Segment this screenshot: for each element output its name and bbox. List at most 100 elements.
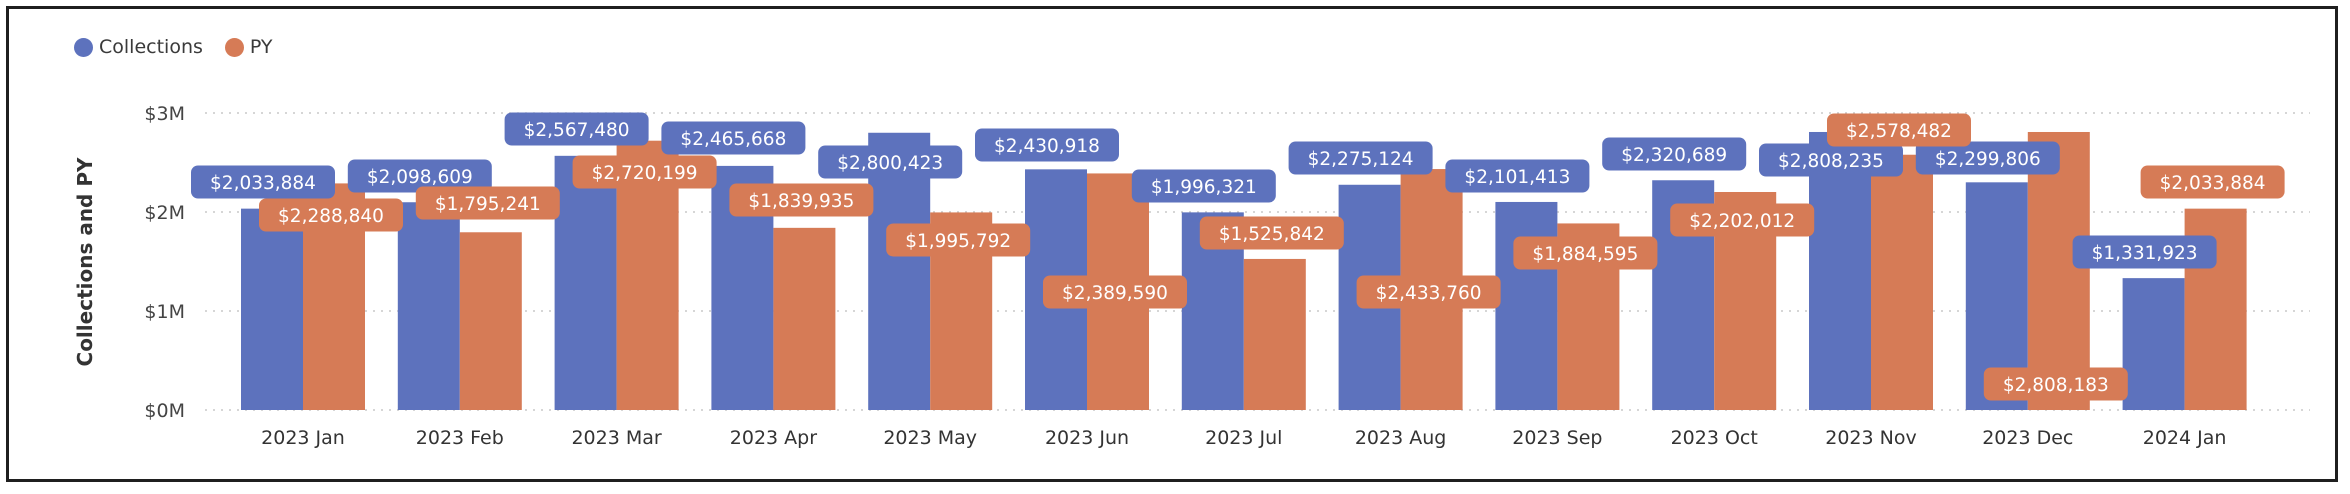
x-axis: 2023 Jan 2023 Feb 2023 Mar 2023 Apr 2023 May… bbox=[261, 427, 2226, 449]
data-label-py-text: $1,525,842 bbox=[1219, 224, 1325, 245]
y-tick-label: $2M bbox=[144, 202, 185, 224]
x-tick-label: 2024 Jan bbox=[2143, 427, 2227, 449]
data-label-py: $2,288,840 bbox=[259, 198, 403, 232]
x-tick-label: 2023 Oct bbox=[1671, 427, 1758, 449]
data-label-py: $1,839,935 bbox=[729, 183, 874, 217]
data-label-collections: $2,033,884 bbox=[191, 165, 335, 199]
data-label-py-text: $2,033,884 bbox=[2160, 173, 2266, 194]
bar-collections[interactable] bbox=[554, 155, 617, 410]
data-label-collections: $2,465,668 bbox=[661, 121, 806, 155]
data-label-collections: $2,800,423 bbox=[818, 145, 963, 179]
data-label-py-text: $1,884,595 bbox=[1532, 244, 1638, 265]
legend-item-py[interactable]: PY bbox=[224, 36, 273, 58]
data-labels: $2,033,884 $2,098,609 $2,567,480 $2,465,668… bbox=[191, 112, 2285, 401]
legend-item-collections[interactable]: Collections bbox=[74, 36, 203, 58]
y-axis-title: Collections and PY bbox=[73, 157, 97, 366]
data-label-py-text: $1,839,935 bbox=[748, 191, 854, 212]
data-label-py: $2,720,199 bbox=[572, 155, 717, 189]
x-tick-label: 2023 Jul bbox=[1205, 427, 1282, 449]
data-label-py-box bbox=[1199, 216, 1344, 250]
data-label-collections: $1,996,321 bbox=[1131, 169, 1276, 203]
bar-collections[interactable] bbox=[868, 132, 931, 410]
data-label-py: $2,578,482 bbox=[1827, 113, 1971, 147]
data-label-collections-text: $2,299,806 bbox=[1935, 149, 2041, 170]
data-label-collections-text: $1,996,321 bbox=[1151, 177, 1257, 198]
bar-py[interactable] bbox=[773, 227, 836, 410]
data-label-py-text: $2,578,482 bbox=[1846, 121, 1952, 142]
data-label-collections-text: $2,808,235 bbox=[1778, 151, 1884, 172]
x-tick-label: 2023 Aug bbox=[1355, 427, 1447, 449]
x-tick-label: 2023 Jun bbox=[1045, 427, 1129, 449]
data-label-collections-text: $2,275,124 bbox=[1308, 149, 1414, 170]
data-label-py-text: $2,808,183 bbox=[2003, 375, 2109, 396]
data-label-collections-box bbox=[1915, 141, 2060, 175]
bar-collections[interactable] bbox=[397, 202, 460, 410]
data-label-py-text: $2,389,590 bbox=[1062, 283, 1168, 304]
x-tick-label: 2023 Jan bbox=[261, 427, 345, 449]
data-label-py: $1,884,595 bbox=[1513, 236, 1658, 270]
data-label-collections-box bbox=[1602, 137, 1747, 171]
x-tick-label: 2023 Feb bbox=[416, 427, 504, 449]
data-label-py-text: $2,720,199 bbox=[592, 163, 698, 184]
bar-collections[interactable] bbox=[241, 208, 303, 410]
data-label-collections: $2,320,689 bbox=[1602, 137, 1747, 171]
data-label-collections-box bbox=[975, 128, 1119, 162]
bar-collections[interactable] bbox=[2122, 278, 2185, 410]
data-label-py-text: $2,202,012 bbox=[1689, 211, 1795, 232]
data-label-collections-text: $2,567,480 bbox=[524, 120, 630, 141]
data-label-collections-box bbox=[818, 145, 963, 179]
x-tick-label: 2023 Apr bbox=[730, 427, 817, 449]
legend-swatch-collections bbox=[74, 37, 93, 57]
data-label-collections: $2,430,918 bbox=[975, 128, 1119, 162]
data-label-collections-box bbox=[2072, 235, 2217, 269]
y-tick-label: $3M bbox=[144, 103, 185, 125]
y-tick-label: $0M bbox=[144, 400, 185, 422]
data-label-py: $1,795,241 bbox=[415, 186, 560, 220]
data-label-py-text: $2,433,760 bbox=[1376, 283, 1482, 304]
data-label-py: $2,433,760 bbox=[1356, 275, 1501, 309]
data-label-collections-text: $2,465,668 bbox=[680, 129, 786, 150]
data-label-collections-text: $2,101,413 bbox=[1464, 167, 1570, 188]
y-tick-label: $1M bbox=[144, 301, 185, 323]
x-tick-label: 2023 May bbox=[883, 427, 977, 449]
data-label-collections: $2,275,124 bbox=[1288, 141, 1433, 175]
data-label-collections-text: $2,800,423 bbox=[837, 153, 943, 174]
data-label-py-box bbox=[1827, 113, 1971, 147]
chart-frame bbox=[6, 6, 2338, 482]
data-label-collections-text: $2,033,884 bbox=[210, 173, 316, 194]
data-label-py-box bbox=[2140, 165, 2285, 199]
data-label-py: $2,033,884 bbox=[2140, 165, 2285, 199]
data-label-collections-box bbox=[347, 159, 492, 193]
legend-swatch-py bbox=[224, 37, 244, 57]
legend-label-py: PY bbox=[249, 36, 273, 58]
legend-label-collections: Collections bbox=[99, 36, 203, 58]
bar-py[interactable] bbox=[1871, 154, 1933, 410]
data-label-py-box bbox=[886, 223, 1031, 257]
data-label-py-box bbox=[415, 186, 560, 220]
data-label-collections: $2,567,480 bbox=[504, 112, 649, 146]
legend: Collections PY bbox=[74, 36, 273, 58]
data-label-collections: $2,299,806 bbox=[1915, 141, 2060, 175]
data-label-py: $2,389,590 bbox=[1043, 275, 1187, 309]
x-tick-label: 2023 Sep bbox=[1512, 427, 1602, 449]
data-label-collections: $1,331,923 bbox=[2072, 235, 2217, 269]
data-label-collections-box bbox=[661, 121, 806, 155]
data-label-collections-box bbox=[1131, 169, 1276, 203]
data-label-py-text: $2,288,840 bbox=[278, 206, 384, 227]
bar-collections[interactable] bbox=[1495, 201, 1558, 410]
data-label-py-box bbox=[572, 155, 717, 189]
data-label-collections-box bbox=[504, 112, 649, 146]
data-label-py-box bbox=[1513, 236, 1658, 270]
data-label-py-box bbox=[729, 183, 874, 217]
bar-py[interactable] bbox=[459, 232, 522, 410]
data-label-py-box bbox=[259, 198, 403, 232]
bar-py[interactable] bbox=[2027, 131, 2090, 411]
bar-collections[interactable] bbox=[1809, 131, 1871, 410]
data-label-py-box bbox=[1043, 275, 1187, 309]
data-label-collections-text: $2,098,609 bbox=[367, 167, 473, 188]
data-label-collections-box bbox=[1759, 143, 1903, 177]
data-label-collections-box bbox=[191, 165, 335, 199]
bar-py[interactable] bbox=[1243, 258, 1306, 410]
data-label-py-text: $1,795,241 bbox=[435, 194, 541, 215]
